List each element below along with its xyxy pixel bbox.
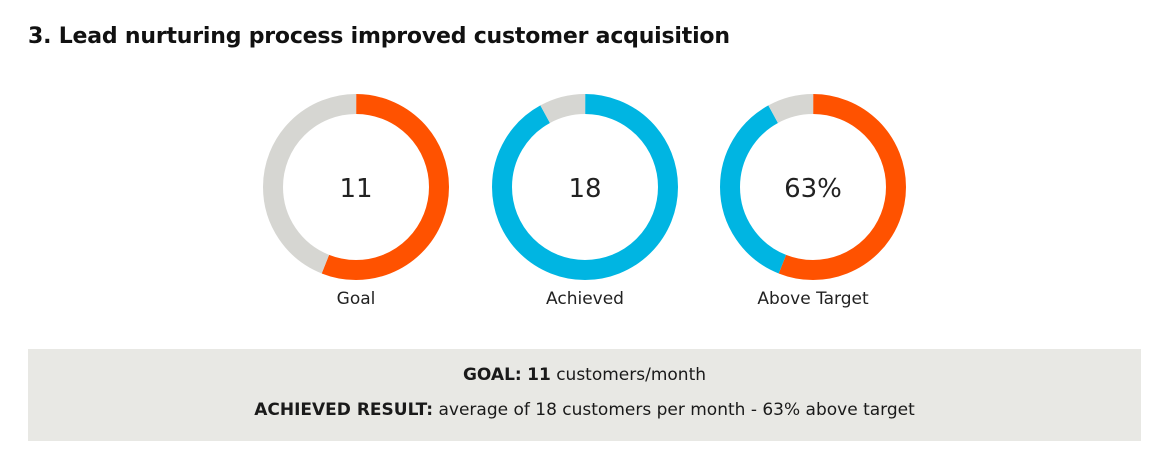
goal-label: GOAL: (462, 365, 522, 385)
donut-achieved-segment-fill (492, 94, 678, 280)
chart-title: 3. Lead nurturing process improved custo… (28, 24, 730, 49)
donut-above-target-segment-gray (720, 94, 906, 280)
donut-above-target-segment-blue (720, 94, 906, 280)
achieved-text: average of 18 customers per month - 63% … (438, 400, 915, 420)
donut-goal-value: 11 (339, 174, 372, 204)
summary-box: GOAL: 11 customers/month ACHIEVED RESULT… (28, 349, 1141, 441)
donut-achieved-segment-rest (492, 94, 678, 280)
donut-above-target-value: 63% (784, 174, 842, 204)
goal-value: 11 (527, 365, 551, 385)
goal-summary: GOAL: 11 customers/month (28, 365, 1141, 385)
achieved-label: ACHIEVED RESULT: (254, 400, 434, 420)
achieved-summary: ACHIEVED RESULT: average of 18 customers… (28, 400, 1141, 420)
donut-goal-segment-fill (263, 94, 449, 280)
donut-achieved-label: Achieved (546, 289, 624, 309)
donut-above-target-segment-orange (720, 94, 906, 280)
donut-achieved-value: 18 (568, 174, 601, 204)
donut-goal-label: Goal (337, 289, 376, 309)
donut-charts: 11 Goal 18 Achieved 63% Above Target (263, 94, 906, 309)
goal-unit: customers/month (556, 365, 707, 385)
donut-goal-segment-rest (263, 94, 449, 280)
donut-above-target-label: Above Target (757, 289, 869, 309)
